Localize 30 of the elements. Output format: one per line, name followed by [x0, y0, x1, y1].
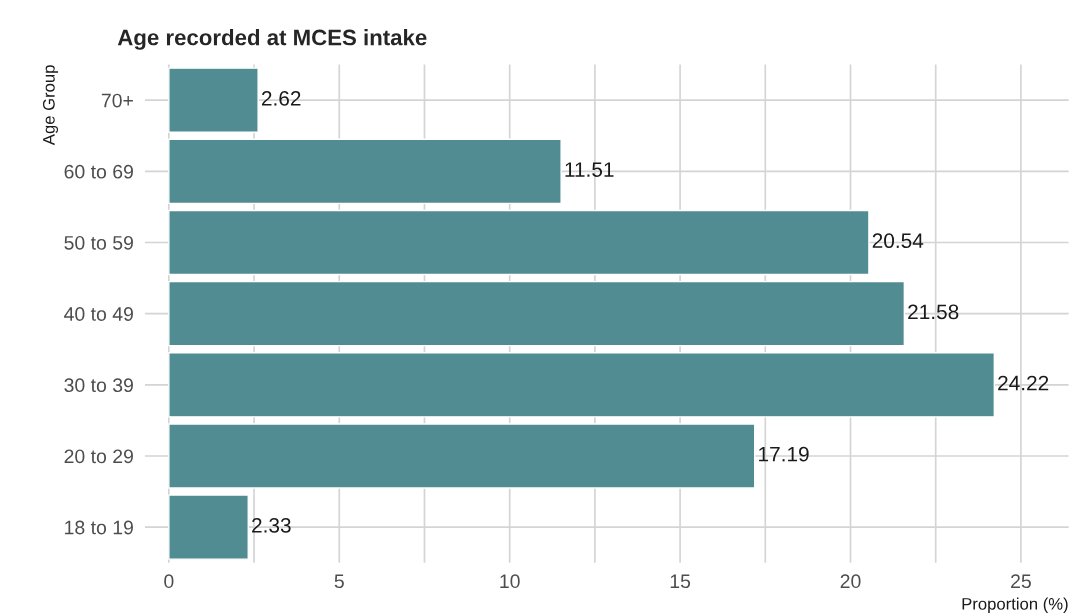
- y-tick-label: 40 to 49: [64, 307, 133, 321]
- y-tick-label: 20 to 29: [64, 449, 133, 464]
- chart-title: Age recorded at MCES intake: [117, 29, 427, 50]
- bar: [168, 423, 756, 489]
- bar: [168, 138, 562, 205]
- data-label: 2.33: [252, 517, 291, 533]
- y-tick-label: 60 to 69: [64, 164, 133, 179]
- bar: [168, 352, 996, 418]
- data-label: 21.58: [908, 304, 959, 320]
- x-axis-title: Proportion (%): [962, 597, 1068, 614]
- bar: [168, 67, 259, 133]
- x-tick-label: 5: [334, 574, 344, 589]
- x-tick-label: 25: [1011, 574, 1031, 589]
- bar: [168, 494, 249, 560]
- data-label: 20.54: [872, 233, 924, 249]
- y-axis-title: Age Group: [42, 65, 59, 146]
- bar: [168, 280, 906, 347]
- y-tick-label: 70+: [101, 93, 133, 108]
- data-label: 24.22: [998, 375, 1049, 391]
- x-tick-label: 10: [500, 574, 520, 589]
- y-tick-label: 18 to 19: [65, 520, 133, 535]
- data-label: 11.51: [565, 162, 614, 177]
- y-tick-label: 30 to 39: [64, 378, 133, 393]
- data-label: 2.62: [261, 91, 301, 106]
- y-tick-label: 50 to 59: [64, 235, 133, 250]
- bar: [168, 209, 870, 276]
- x-tick-label: 15: [670, 574, 691, 589]
- x-tick-label: 0: [164, 574, 174, 589]
- x-tick-label: 20: [840, 574, 861, 589]
- data-label: 17.19: [759, 446, 809, 462]
